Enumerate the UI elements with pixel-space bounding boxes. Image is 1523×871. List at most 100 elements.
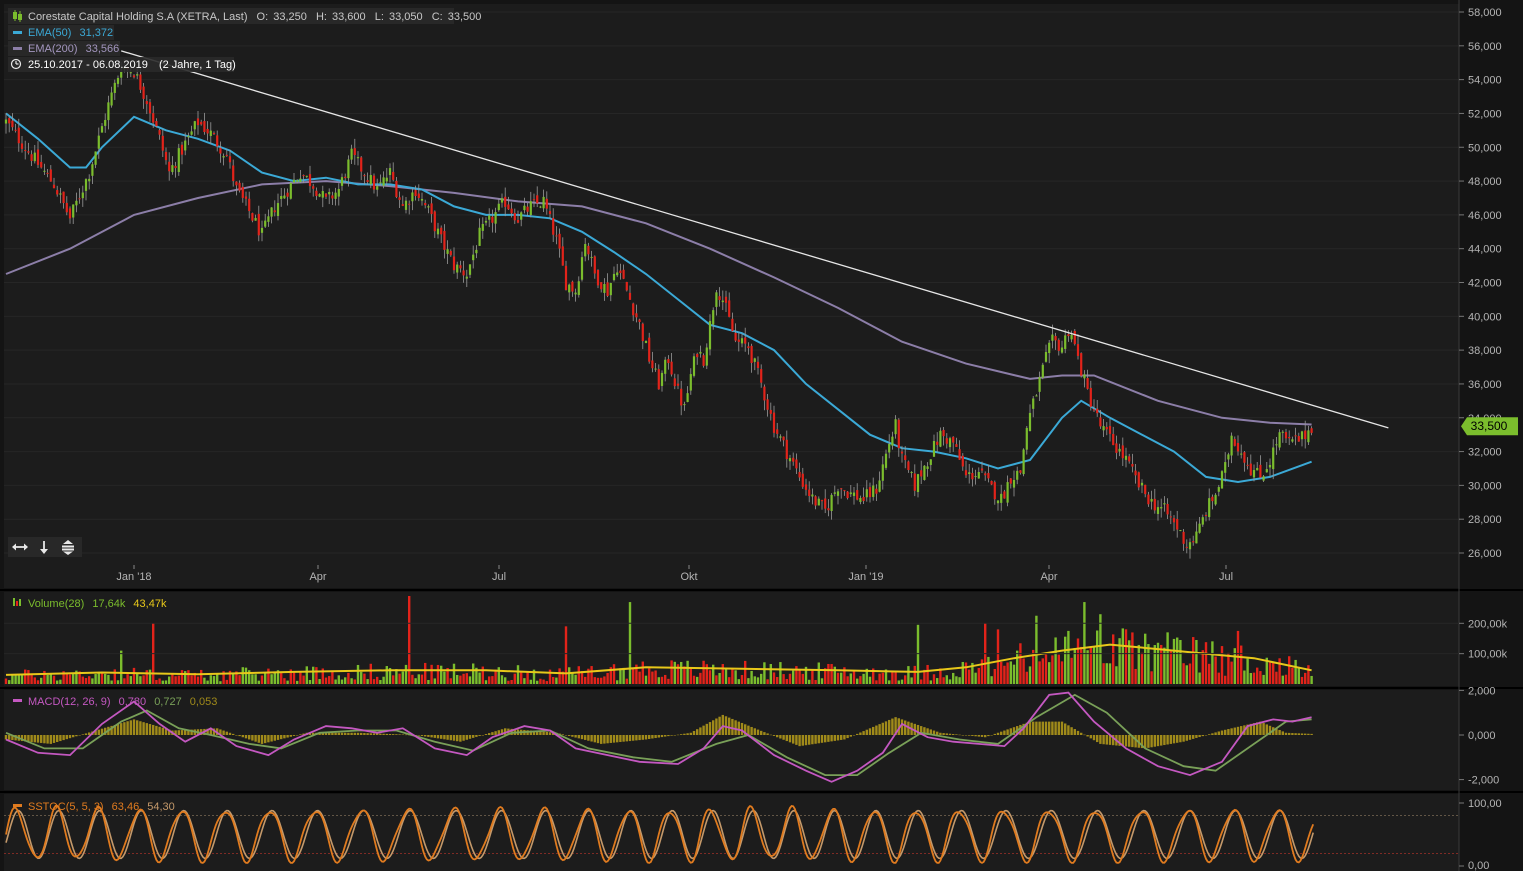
volume-bar [510,679,513,684]
horizontal-resize-icon[interactable] [10,539,30,555]
volume-bar [888,680,891,684]
macd-hist-bar [952,734,955,735]
volume-bar [420,674,424,684]
volume-bar [616,680,619,684]
candle-body [529,201,532,216]
candle-body [932,440,936,457]
macd-hist-bar [1025,722,1028,735]
macd-hist-bar [340,732,344,735]
volume-bar [977,667,980,684]
candle-body [1185,546,1188,548]
volume-bar [1172,638,1176,684]
chart-toolbar [8,537,82,557]
macd-hist-bar [942,733,945,735]
macd-hist-bar [1160,735,1163,746]
macd-hist-bar [350,732,353,735]
volume-bar [846,676,849,684]
trendline[interactable] [121,50,1389,429]
volume-bar [996,629,1000,684]
volume-bar [900,679,904,684]
candle-body [1060,347,1064,353]
volume-bar [1211,641,1214,684]
macd-hist-bar [145,723,148,735]
y-tick-label: 42,000 [1468,278,1502,290]
macd-hist-bar [603,735,606,744]
x-tick-label: Jul [492,571,506,583]
candle-body [1022,449,1025,475]
volume-bar [1105,663,1108,684]
macd-hist-bar [1291,733,1294,735]
volume-bar [356,664,360,684]
volume-bar [555,677,558,684]
macd-hist-bar [980,735,984,737]
volume-bar [638,671,641,684]
macd-hist-bar [820,735,824,743]
arrow-down-icon[interactable] [34,539,54,555]
macd-hist-bar [961,735,964,736]
candle-body [481,223,484,231]
volume-bar [1032,649,1035,684]
macd-hist-bar [360,732,363,735]
macd-hist-bar [529,730,532,735]
x-tick-label: Jul [1219,571,1233,583]
resistance-trendline[interactable] [121,50,1389,429]
candle-body [312,186,315,189]
candle-body [1182,531,1185,544]
candle-body [923,465,926,480]
candle-body [987,472,990,479]
candle-body [1172,518,1176,523]
candle-body [424,202,427,206]
macd-hist-bar [27,735,30,742]
macd-hist-bar [676,734,680,736]
candle-body [1246,464,1249,466]
macd-hist-bar [539,731,542,735]
candle-body [1188,542,1192,550]
candle-body [660,372,664,386]
volume-bar [206,680,209,684]
macd-hist-bar [1150,735,1153,748]
volume-bar [875,680,878,684]
macd-hist-bar [308,732,312,735]
candle-body [894,419,897,435]
candle-body [724,296,728,303]
macd-hist-bar [923,727,926,735]
candle-body [612,273,616,281]
candle-body [747,346,750,349]
candle-body [555,235,558,237]
macd-hist-bar [779,735,782,739]
header-legend: Corestate Capital Holding S.A (XETRA, La… [8,8,481,72]
volume-bar [910,677,913,684]
volume-bar [382,676,385,684]
macd-hist-bar [132,719,136,735]
macd-hist-bar [948,733,952,735]
volume-bar [507,680,510,684]
volume-bar [792,670,795,684]
candle-body [478,227,481,246]
candle-body [942,429,945,437]
candle-body [1012,480,1016,488]
svg-text:Corestate Capital Holding S.A: Corestate Capital Holding S.A (XETRA, La… [28,11,481,23]
candle-body [1262,476,1265,481]
macd-hist-bar [148,724,152,735]
macd-hist-value: 0,053 [190,696,218,708]
volume-bar [8,680,11,684]
candle-body [1153,498,1156,511]
volume-bar [657,677,660,684]
candle-body [270,207,273,217]
volume-bar [1006,662,1009,684]
macd-hist-bar [43,735,46,744]
volume-bar [536,680,539,684]
candle-body [1284,432,1288,439]
candle-body [216,135,219,147]
menu-icon[interactable] [58,539,78,555]
volume-bar [529,679,532,684]
macd-hist-bar [449,735,452,741]
candle-body [628,292,632,300]
candle-body [395,180,398,198]
macd-hist-bar [769,734,772,736]
candle-body [667,359,670,364]
macd-hist-bar [622,735,625,742]
candle-body [43,170,46,172]
volume-bar [1268,661,1272,684]
